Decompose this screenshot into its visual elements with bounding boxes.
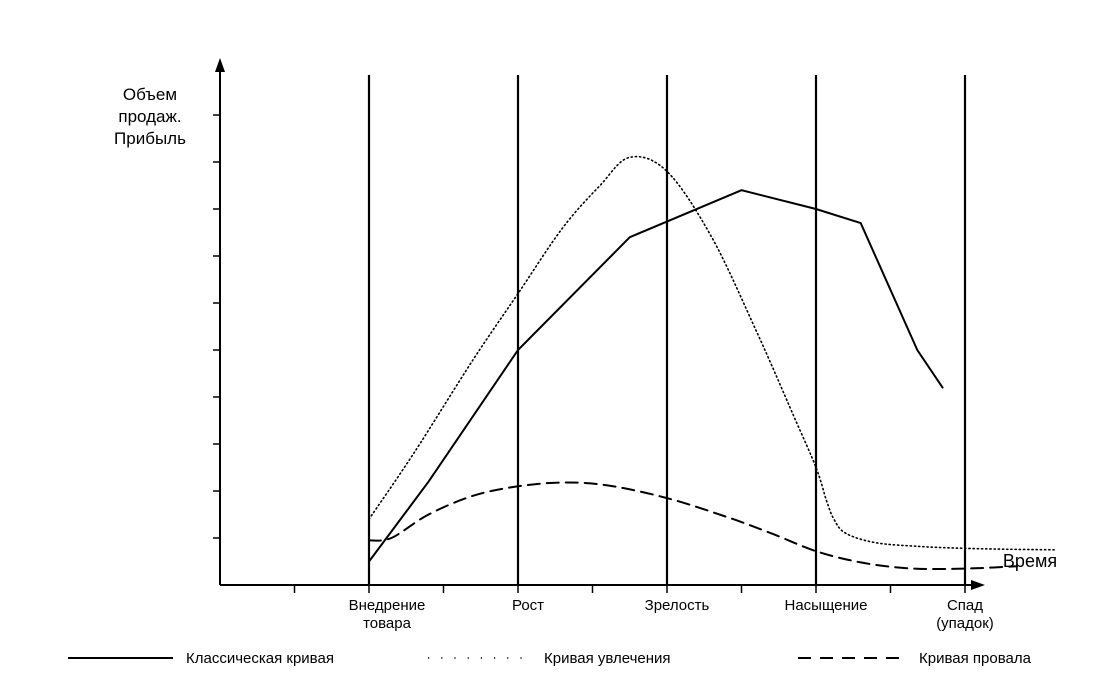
series-line-1 — [368, 189, 944, 563]
labels: Объем продаж. Прибыль Время — [114, 85, 1057, 571]
y-axis-label-line-2: продаж. — [118, 107, 181, 126]
legend: Классическая кривая Кривая увлечения Крива… — [68, 650, 1032, 667]
series-layer — [368, 155, 1056, 571]
stage-boundaries — [367, 75, 967, 585]
legend-label-1: Классическая кривая — [186, 650, 334, 667]
series-line-2 — [368, 155, 1056, 551]
stage-label-4-line-1: Насыщение — [785, 597, 868, 614]
stage-label-2-line-1: Рост — [512, 597, 544, 614]
y-axis-arrow — [215, 58, 225, 72]
stage-label-1-line-1: Внедрение — [349, 597, 426, 614]
legend-label-2: Кривая увлечения — [544, 650, 671, 667]
stage-label-5-line-2: (упадок) — [936, 615, 994, 632]
stage-label-1-line-2: товара — [363, 615, 412, 632]
stage-label-3-line-1: Зрелость — [645, 597, 710, 614]
x-axis-label: Время — [1003, 551, 1057, 571]
stage-label-5-line-1: Спад — [947, 597, 983, 614]
legend-label-3: Кривая провала — [919, 650, 1032, 667]
axes — [213, 58, 985, 593]
series-line-3 — [368, 481, 1019, 571]
y-axis-label-line-3: Прибыль — [114, 129, 186, 148]
y-axis-label-line-1: Объем — [123, 85, 177, 104]
x-axis-arrow — [971, 580, 985, 590]
